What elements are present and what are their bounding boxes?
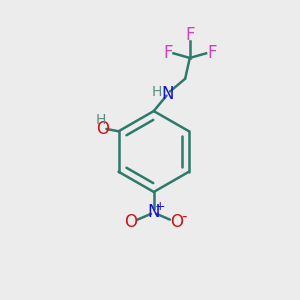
Text: F: F [163, 44, 172, 62]
Text: +: + [155, 200, 166, 213]
Text: H: H [96, 113, 106, 127]
Text: -: - [181, 209, 186, 224]
Text: F: F [207, 44, 217, 62]
Text: N: N [148, 202, 160, 220]
Text: O: O [124, 213, 137, 231]
Text: O: O [170, 213, 184, 231]
Text: N: N [161, 85, 174, 103]
Text: F: F [185, 26, 194, 44]
Text: O: O [96, 120, 109, 138]
Text: H: H [152, 85, 162, 99]
